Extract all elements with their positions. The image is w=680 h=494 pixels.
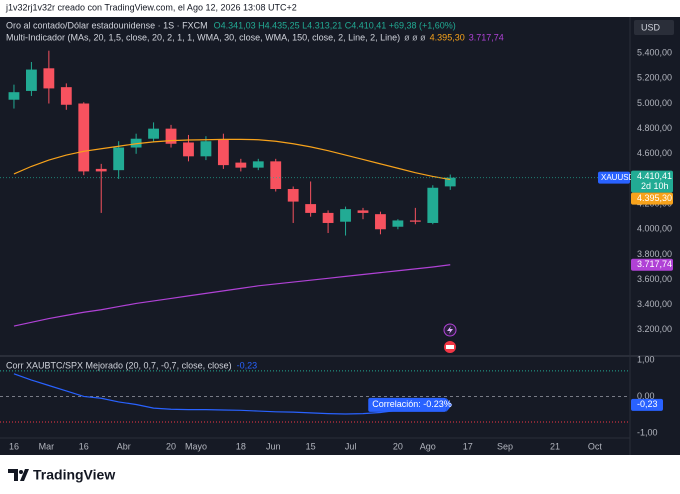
x-tick-label: Abr xyxy=(117,441,131,451)
symbol-label: XAUUSD xyxy=(601,173,635,182)
indicator-price-label: 3.717,74 xyxy=(637,259,672,269)
x-tick-label: 20 xyxy=(166,441,176,451)
correlation-line xyxy=(13,373,451,415)
indicator-price-box xyxy=(631,258,673,271)
candle-body xyxy=(427,187,439,223)
y-tick-label: 4.600,00 xyxy=(637,148,672,158)
correlation-value-box xyxy=(631,398,663,411)
x-tick-label: Mar xyxy=(39,441,55,451)
candle-body xyxy=(148,128,159,139)
watermark: j1v32rj1v32r creado con TradingView.com,… xyxy=(5,2,297,12)
currency: USD xyxy=(641,22,661,32)
y-tick-label: 4.800,00 xyxy=(637,123,672,133)
candle-body xyxy=(270,161,282,190)
candle-body xyxy=(113,147,125,171)
y-tick-label: 3.600,00 xyxy=(637,274,672,284)
logo xyxy=(8,469,29,481)
logo-slash xyxy=(20,469,29,481)
candle-body xyxy=(165,128,177,144)
indicator-value: 4.395,30 xyxy=(430,32,465,42)
x-tick-label: Jun xyxy=(266,441,281,451)
candle-body xyxy=(305,204,317,213)
flag-icon-stripe xyxy=(446,345,454,349)
candle-body xyxy=(200,141,212,157)
y-tick-label: 5.400,00 xyxy=(637,48,672,58)
correlation-badge-label: Correlación: -0.23% xyxy=(372,399,452,409)
x-tick-label: Mayo xyxy=(185,441,207,451)
indicator-price-box xyxy=(631,192,673,205)
candle-body xyxy=(78,103,90,172)
candle-body xyxy=(392,220,404,227)
candle-body xyxy=(95,168,107,172)
candle-body xyxy=(322,212,334,223)
indicator-title: Corr XAUBTC/SPX Mejorado (20, 0,7, -0,7,… xyxy=(6,360,232,370)
candle-body xyxy=(217,139,229,166)
candle-body xyxy=(8,92,20,100)
y-tick-label: 3.400,00 xyxy=(637,299,672,309)
candle-body xyxy=(444,177,456,187)
event-icons xyxy=(443,323,457,353)
x-tick-label: 21 xyxy=(550,441,560,451)
candle-body xyxy=(287,189,299,202)
moving-average-line xyxy=(13,264,451,327)
indicator-title: Multi-Indicador (MAs, 20, 1,5, close, 20… xyxy=(6,32,400,42)
x-tick-label: 20 xyxy=(393,441,403,451)
x-tick-label: Ago xyxy=(420,441,436,451)
candle-body xyxy=(340,209,351,222)
x-tick-label: 15 xyxy=(306,441,316,451)
chart-title: Oro al contado/Dólar estadounidense · 1S… xyxy=(6,20,208,30)
currency-box xyxy=(634,20,674,35)
y-tick-label: 4.000,00 xyxy=(637,224,672,234)
countdown: 2d 10h xyxy=(641,181,669,191)
x-tick-label: 16 xyxy=(9,441,19,451)
candle-body xyxy=(409,220,421,222)
x-tick-label: Oct xyxy=(588,441,603,451)
last-price-label: 4.410,41 xyxy=(637,171,672,181)
candle-body xyxy=(183,142,194,157)
candle-body xyxy=(43,68,55,89)
indicator-value: 3.717,74 xyxy=(469,32,504,42)
quote: O4.341,03 H4.435,25 L4.313,21 C4.410,41 … xyxy=(214,20,456,30)
candle-body xyxy=(26,69,37,91)
y-tick-label: -1,00 xyxy=(637,427,658,437)
x-tick-label: 18 xyxy=(236,441,246,451)
x-tick-label: Jul xyxy=(345,441,357,451)
logo-dot xyxy=(19,470,23,474)
correlation-badge-tip xyxy=(446,397,453,412)
y-tick-label: 3.800,00 xyxy=(637,249,672,259)
correlation-badge xyxy=(368,397,447,412)
candle-body xyxy=(130,138,142,148)
x-tick-label: 16 xyxy=(79,441,89,451)
candle-body xyxy=(60,87,72,105)
indicator-value: -0,23 xyxy=(237,360,258,370)
candle-body xyxy=(235,162,247,168)
candle-body xyxy=(375,214,386,230)
y-tick-label: 0,00 xyxy=(637,391,655,401)
y-tick-label: 5.200,00 xyxy=(637,73,672,83)
last-price-box xyxy=(631,170,673,193)
y-tick-label: 1,00 xyxy=(637,354,655,364)
candle-body xyxy=(357,210,369,213)
logo-text: TradingView xyxy=(33,467,115,483)
indicator-flags: ø ø ø xyxy=(404,32,426,42)
indicator-price-label: 4.395,30 xyxy=(637,193,672,203)
logo-mark xyxy=(8,469,18,481)
candle-body xyxy=(252,161,264,168)
y-tick-label: 5.000,00 xyxy=(637,98,672,108)
x-tick-label: Sep xyxy=(497,441,513,451)
chart-background xyxy=(0,17,680,455)
y-tick-label: 3.200,00 xyxy=(637,324,672,334)
moving-average-line xyxy=(13,138,451,181)
x-tick-label: 17 xyxy=(463,441,473,451)
event-icon-bolt xyxy=(447,326,453,334)
symbol-tag xyxy=(598,171,630,184)
correlation-value-label: -0,23 xyxy=(637,399,658,409)
